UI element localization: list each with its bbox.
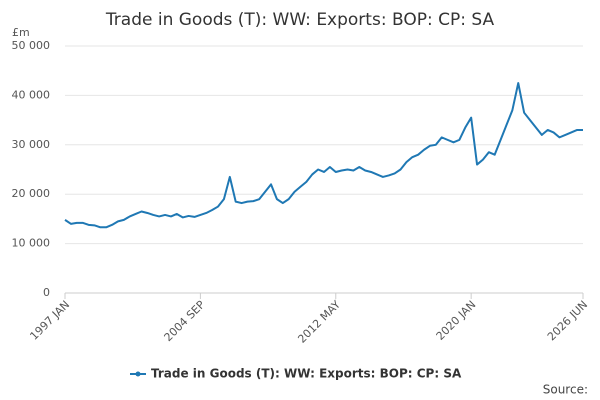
y-tick-label: 0 — [43, 286, 50, 299]
legend-marker — [135, 371, 141, 377]
y-tick-label: 20 000 — [12, 187, 51, 200]
y-unit: £m — [12, 26, 30, 39]
y-tick-label: 30 000 — [12, 138, 51, 151]
chart-title: Trade in Goods (T): WW: Exports: BOP: CP… — [105, 10, 495, 30]
x-tick-label: 2004 SEP — [162, 298, 208, 344]
x-tick-label: 2026 JUN — [545, 298, 590, 343]
x-tick-label: 2012 MAY — [295, 298, 343, 346]
y-tick-label: 50 000 — [12, 39, 51, 52]
data-line — [64, 82, 583, 229]
legend-label: Trade in Goods (T): WW: Exports: BOP: CP… — [151, 367, 462, 381]
source: Source: — [543, 383, 588, 397]
x-tick-label: 2020 JAN — [434, 298, 479, 343]
x-tick-label: 1997 JAN — [27, 298, 72, 343]
y-tick-label: 40 000 — [12, 88, 51, 101]
y-tick-label: 10 000 — [12, 237, 51, 250]
